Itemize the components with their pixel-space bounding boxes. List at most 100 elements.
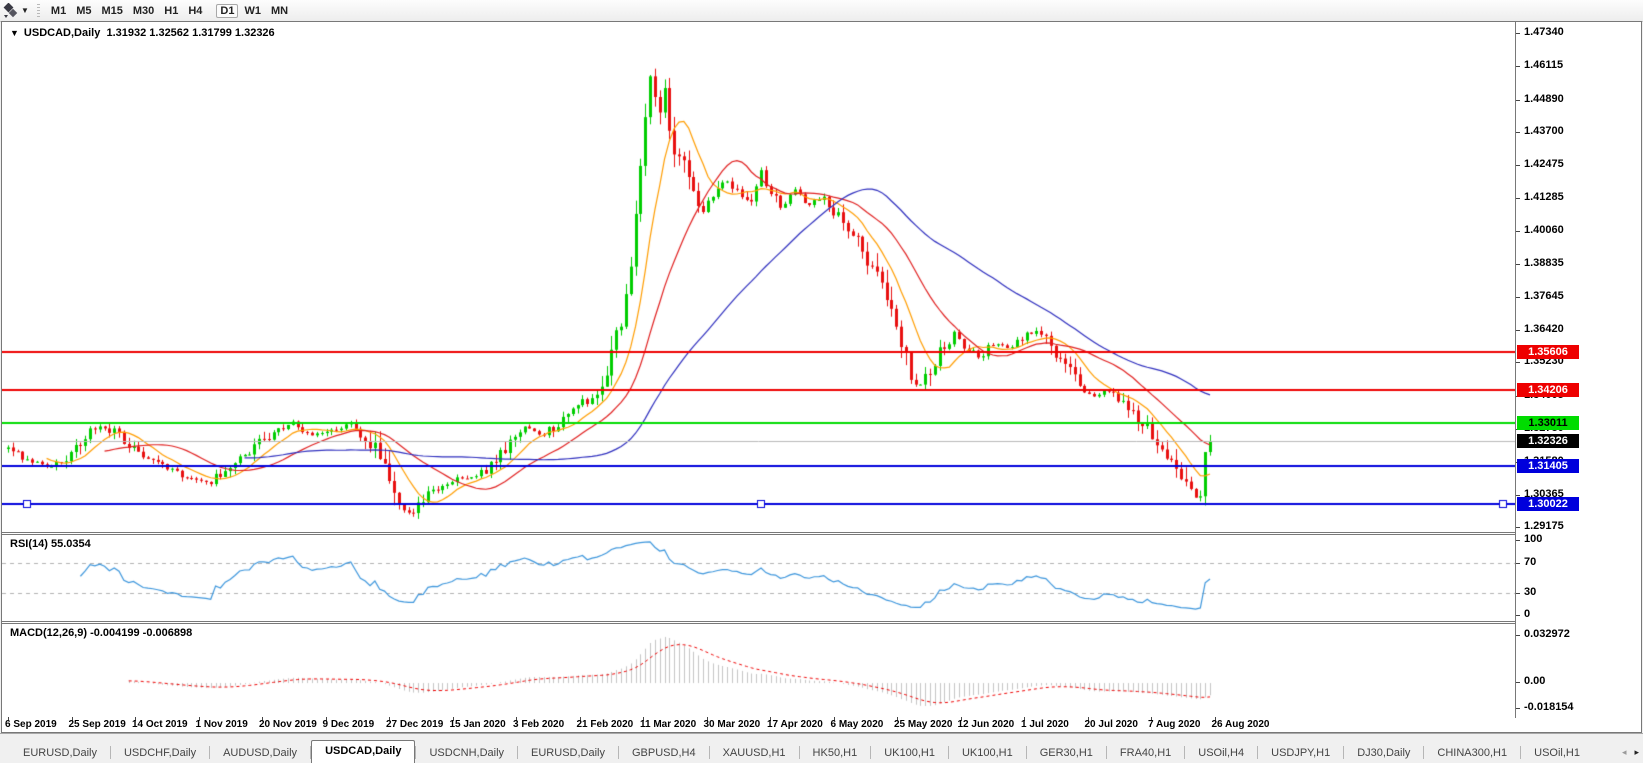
timeframe-h1-button[interactable]: H1 (164, 5, 179, 17)
date-tick-mark (262, 717, 263, 721)
price-axis-label: 1.44890 (1524, 92, 1564, 105)
tab-divider (1105, 745, 1107, 759)
date-axis-label: 15 Jan 2020 (449, 719, 506, 730)
chart-tab-usdcad-daily[interactable]: USDCAD,Daily (311, 740, 416, 763)
axis-tick-mark (1516, 562, 1520, 564)
rsi-indicator-panel[interactable]: RSI(14) 55.0354 (2, 534, 1515, 622)
chart-windows-icon[interactable] (3, 2, 19, 19)
tab-divider (1025, 745, 1027, 759)
chart-title-caret-icon[interactable]: ▼ (10, 28, 19, 38)
chart-tab-usdchf-daily[interactable]: USDCHF,Daily (123, 747, 197, 759)
macd-axis-label: -0.018154 (1524, 700, 1574, 713)
hline-price-tag: 1.35606 (1517, 345, 1579, 360)
tab-divider (209, 745, 211, 759)
price-axis-label: 1.41285 (1524, 190, 1564, 203)
date-axis-label: 14 Oct 2019 (132, 719, 188, 730)
timeframe-h4-button[interactable]: H4 (188, 5, 203, 17)
chart-tab-usdjpy-h1[interactable]: USDJPY,H1 (1271, 747, 1331, 759)
tab-scroll-right-icon[interactable]: ▸ (1634, 747, 1639, 757)
date-axis-label: 1 Nov 2019 (195, 719, 248, 730)
axis-tick-mark (1516, 707, 1520, 709)
tab-divider (310, 745, 312, 759)
tab-divider (1343, 745, 1345, 759)
chart-tab-ger30-h1[interactable]: GER30,H1 (1039, 747, 1093, 759)
date-axis-label: 1 Jul 2020 (1021, 719, 1069, 730)
timeframe-m30-button[interactable]: M30 (132, 5, 155, 17)
tab-divider (798, 745, 800, 759)
timeframe-m15-button[interactable]: M15 (101, 5, 123, 17)
macd-axis-label: 0.00 (1524, 675, 1546, 688)
hline-price-tag: 1.33011 (1517, 415, 1579, 430)
rsi-axis-label: 70 (1524, 555, 1537, 568)
chart-tab-hk50-h1[interactable]: HK50,H1 (812, 747, 858, 759)
price-axis-label: 1.43700 (1524, 124, 1564, 137)
chart-tab-usoil-h4[interactable]: USOil,H4 (1198, 747, 1245, 759)
date-axis-label: 20 Jul 2020 (1084, 719, 1138, 730)
rsi-chart-canvas[interactable] (2, 535, 1515, 621)
timeframe-w1-button[interactable]: W1 (244, 5, 261, 17)
date-tick-mark (1087, 717, 1089, 721)
toolbar-grip[interactable] (36, 3, 40, 18)
timeframe-m5-button[interactable]: M5 (76, 5, 92, 17)
date-axis-label: 11 Mar 2020 (640, 719, 697, 730)
chart-tabs: EURUSD,Daily USDCHF,Daily AUDUSD,Daily USDC… (10, 740, 1593, 763)
chart-tab-xauusd-h1[interactable]: XAUUSD,H1 (722, 747, 786, 759)
chart-tab-china300-h1[interactable]: CHINA300,H1 (1437, 747, 1508, 759)
chart-tab-gbpusd-h4[interactable]: GBPUSD,H4 (632, 747, 696, 759)
chart-tab-audusd-daily[interactable]: AUDUSD,Daily (223, 747, 298, 759)
chart-tab-usoil-h1[interactable]: USOil,H1 (1534, 747, 1580, 759)
date-tick-mark (8, 717, 9, 721)
main-chart-panel[interactable]: ▼ USDCAD,Daily 1.31932 1.32562 1.31799 1.… (2, 22, 1515, 533)
axis-tick-mark (1516, 33, 1520, 34)
axis-tick-mark (1516, 329, 1520, 331)
chart-tab-uk100-h1[interactable]: UK100,H1 (961, 747, 1013, 759)
chart-tab-fra40-h1[interactable]: FRA40,H1 (1119, 747, 1172, 759)
chart-title: ▼ USDCAD,Daily 1.31932 1.32562 1.31799 1.… (10, 27, 275, 39)
hline-price-tag: 1.31405 (1517, 459, 1579, 474)
date-tick-mark (1214, 717, 1216, 721)
chevron-down-icon[interactable]: ▼ (21, 6, 29, 15)
price-axis-label: 1.38835 (1524, 257, 1564, 270)
timeframe-mn-button[interactable]: MN (270, 5, 289, 17)
price-axis-label: 1.29175 (1524, 520, 1564, 532)
date-axis-label: 3 Feb 2020 (513, 719, 565, 730)
date-tick-mark (325, 717, 327, 721)
axis-tick-mark (1516, 165, 1520, 167)
chart-tab-bar: EURUSD,Daily USDCHF,Daily AUDUSD,Daily USDC… (0, 733, 1643, 763)
tab-divider (708, 745, 710, 759)
date-tick-mark (135, 717, 136, 721)
candlestick-chart-canvas[interactable] (2, 22, 1515, 532)
chart-tab-uk100-h1[interactable]: UK100,H1 (884, 747, 935, 759)
axis-tick-mark (1516, 682, 1520, 684)
date-tick-mark (770, 717, 771, 721)
macd-chart-canvas[interactable] (2, 624, 1515, 718)
tab-scroll-left-icon[interactable]: ◂ (1621, 747, 1627, 757)
chart-tab-dj30-daily[interactable]: DJ30,Daily (1357, 747, 1411, 759)
date-axis-label: 25 Sep 2019 (68, 719, 126, 730)
date-tick-mark (71, 717, 73, 721)
date-axis-label: 6 Sep 2019 (5, 719, 57, 730)
timeframe-m1-button[interactable]: M1 (50, 5, 67, 17)
price-axis-label: 1.30365 (1524, 487, 1564, 500)
chart-tab-usdcnh-daily[interactable]: USDCNH,Daily (429, 747, 505, 759)
axis-tick-mark (1516, 66, 1520, 68)
rsi-axis-label: 30 (1524, 585, 1537, 598)
chart-tab-eurusd-daily[interactable]: EURUSD,Daily (531, 747, 605, 759)
date-axis-label: 27 Dec 2019 (386, 719, 444, 730)
tab-divider (870, 745, 872, 759)
rsi-axis-label: 0 (1524, 608, 1531, 620)
date-tick-mark (389, 717, 390, 721)
date-tick-mark (1024, 717, 1025, 721)
tab-divider (415, 745, 417, 759)
date-tick-mark (198, 717, 200, 721)
date-axis-label: 20 Nov 2019 (259, 719, 317, 730)
axis-tick-mark (1516, 99, 1520, 101)
date-tick-mark (960, 717, 962, 721)
hline-price-tag: 1.30022 (1517, 496, 1579, 511)
date-tick-mark (706, 717, 708, 721)
chart-tab-eurusd-daily[interactable]: EURUSD,Daily (23, 747, 97, 759)
macd-indicator-panel[interactable]: MACD(12,26,9) -0.004199 -0.006898 (2, 623, 1515, 719)
timeframe-d1-button[interactable]: D1 (216, 4, 239, 18)
timeframe-buttons: M1 M5 M15 M30 H1 H4 D1 W1 MN (46, 1, 301, 20)
tab-divider (1184, 745, 1186, 759)
